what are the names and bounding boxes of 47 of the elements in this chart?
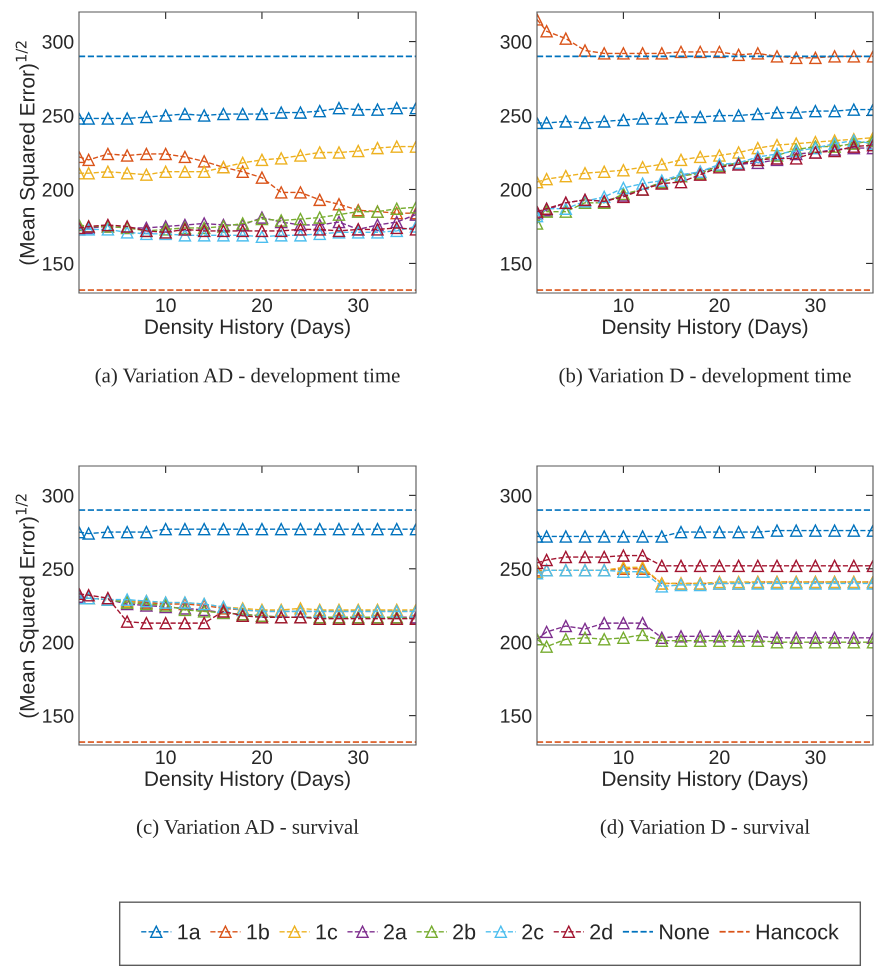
legend-label: 1b (248, 924, 269, 940)
legend-label: Hancock (756, 924, 839, 940)
x-tick-label: 30 (805, 750, 826, 764)
y-tick-label: 300 (500, 488, 532, 503)
y-tick-label: 150 (43, 256, 74, 271)
text: (a) Variation AD - development time (96, 368, 400, 387)
legend-label: 1c (316, 924, 338, 940)
y-tick-label: 150 (501, 709, 532, 723)
legend-label: None (660, 924, 709, 940)
legend-label: 2b (453, 924, 476, 940)
x-axis-title: Density History (Days) (603, 770, 808, 790)
x-axis-title: Density History (Days) (146, 318, 350, 338)
y-tick-label: 150 (43, 709, 74, 723)
x-tick-label: 10 (156, 298, 176, 312)
y-tick-label: 300 (42, 488, 74, 503)
legend-label: 2c (522, 924, 544, 940)
legend-label: 1a (178, 924, 201, 940)
y-axis-title: (Mean Squared Error)$^{1/2}$ (16, 494, 39, 718)
text: (d) Variation D - survival (600, 819, 810, 838)
legend-label: 2d (590, 924, 612, 940)
y-tick-label: 300 (42, 35, 74, 49)
y-tick-label: 200 (500, 636, 532, 650)
x-axis-title: Density History (Days) (146, 770, 350, 790)
y-tick-label: 300 (500, 35, 532, 49)
y-tick-label: 250 (500, 108, 532, 123)
x-tick-label: 30 (805, 298, 826, 312)
text: (c) Variation AD - survival (136, 819, 359, 838)
y-tick-label: 200 (42, 636, 74, 650)
y-tick-label: 150 (501, 256, 532, 271)
y-tick-label: 250 (500, 562, 532, 576)
x-tick-label: 10 (156, 750, 176, 764)
x-tick-label: 20 (710, 298, 730, 312)
y-tick-label: 200 (42, 182, 74, 197)
legend-label: 2a (384, 924, 407, 940)
x-tick-label: 10 (614, 298, 634, 312)
y-tick-label: 200 (500, 182, 532, 197)
y-tick-label: 250 (42, 562, 74, 576)
x-tick-label: 30 (348, 298, 368, 312)
x-axis-title: Density History (Days) (603, 318, 808, 338)
x-tick-label: 30 (348, 750, 368, 764)
x-tick-label: 10 (614, 750, 634, 764)
x-tick-label: 20 (252, 298, 272, 312)
y-tick-label: 250 (42, 108, 74, 123)
y-axis-title: (Mean Squared Error)$^{1/2}$ (16, 41, 39, 264)
x-tick-label: 20 (710, 750, 730, 764)
text: (b) Variation D - development time (559, 368, 851, 387)
x-tick-label: 20 (252, 750, 272, 764)
